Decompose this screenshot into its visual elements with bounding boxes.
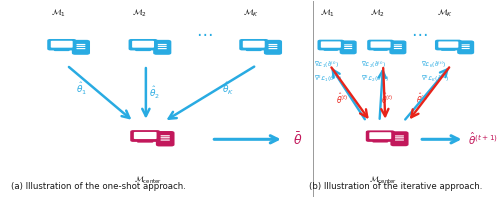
FancyBboxPatch shape [395, 135, 404, 136]
FancyBboxPatch shape [137, 141, 154, 143]
FancyBboxPatch shape [160, 137, 170, 138]
Text: $\nabla\mathcal{L}_1(\hat{\theta}^{(t)})$
$\nabla^2\mathcal{L}_1(\hat{\theta}^{(: $\nabla\mathcal{L}_1(\hat{\theta}^{(t)})… [314, 59, 343, 84]
Text: $\cdots$: $\cdots$ [411, 24, 428, 42]
FancyBboxPatch shape [340, 41, 355, 53]
FancyBboxPatch shape [243, 41, 264, 48]
FancyBboxPatch shape [321, 41, 341, 48]
FancyBboxPatch shape [51, 41, 72, 48]
FancyBboxPatch shape [458, 41, 473, 53]
Bar [379, 140, 382, 142]
Text: $\hat{\theta}^{(t+1)}$: $\hat{\theta}^{(t+1)}$ [468, 131, 498, 148]
FancyBboxPatch shape [157, 132, 174, 146]
FancyBboxPatch shape [158, 44, 166, 45]
FancyBboxPatch shape [394, 44, 402, 45]
Text: $\bar{\theta}$: $\bar{\theta}$ [292, 131, 302, 148]
Text: $\mathcal{M}_2$: $\mathcal{M}_2$ [132, 8, 148, 19]
Text: $\hat{\theta}^{(t)}$: $\hat{\theta}^{(t)}$ [382, 92, 394, 106]
FancyBboxPatch shape [370, 41, 390, 48]
FancyBboxPatch shape [48, 40, 75, 50]
FancyBboxPatch shape [441, 49, 456, 51]
Text: $\mathcal{M}_K$: $\mathcal{M}_K$ [242, 8, 258, 19]
FancyBboxPatch shape [395, 137, 404, 138]
FancyBboxPatch shape [76, 48, 86, 49]
Text: $\hat{\theta}_2$: $\hat{\theta}_2$ [149, 85, 160, 101]
Bar [380, 49, 382, 50]
FancyBboxPatch shape [76, 44, 86, 45]
FancyBboxPatch shape [374, 49, 388, 51]
FancyBboxPatch shape [268, 48, 278, 49]
Text: $\mathcal{M}_1$: $\mathcal{M}_1$ [320, 8, 335, 19]
Bar [252, 49, 255, 50]
Bar [447, 49, 450, 50]
Bar [142, 49, 144, 50]
FancyBboxPatch shape [134, 132, 156, 139]
FancyBboxPatch shape [131, 131, 159, 141]
FancyBboxPatch shape [438, 41, 458, 48]
Text: (b) Illustration of the iterative approach.: (b) Illustration of the iterative approa… [309, 182, 482, 191]
FancyBboxPatch shape [158, 46, 166, 47]
FancyBboxPatch shape [132, 41, 154, 48]
Text: (a) Illustration of the one-shot approach.: (a) Illustration of the one-shot approac… [11, 182, 186, 191]
FancyBboxPatch shape [54, 49, 70, 51]
FancyBboxPatch shape [395, 139, 404, 141]
FancyBboxPatch shape [390, 41, 406, 53]
FancyBboxPatch shape [344, 46, 352, 47]
Text: $\hat{\theta}_K$: $\hat{\theta}_K$ [222, 81, 234, 97]
FancyBboxPatch shape [392, 132, 407, 145]
FancyBboxPatch shape [158, 48, 166, 49]
FancyBboxPatch shape [368, 41, 393, 49]
FancyBboxPatch shape [246, 49, 262, 51]
Text: $\mathcal{M}_1$: $\mathcal{M}_1$ [51, 8, 66, 19]
Text: $\hat{\theta}^{(t)}$: $\hat{\theta}^{(t)}$ [336, 92, 348, 106]
FancyBboxPatch shape [372, 141, 388, 143]
Text: $\cdots$: $\cdots$ [196, 24, 213, 42]
FancyBboxPatch shape [76, 46, 86, 47]
Bar [60, 49, 63, 50]
FancyBboxPatch shape [370, 132, 391, 139]
FancyBboxPatch shape [462, 44, 469, 45]
Text: $\mathcal{M}_2$: $\mathcal{M}_2$ [370, 8, 384, 19]
FancyBboxPatch shape [73, 41, 89, 54]
FancyBboxPatch shape [135, 49, 151, 51]
FancyBboxPatch shape [265, 41, 281, 54]
FancyBboxPatch shape [462, 48, 469, 49]
Text: $\mathcal{M}_{\rm center}$: $\mathcal{M}_{\rm center}$ [134, 175, 162, 186]
FancyBboxPatch shape [344, 44, 352, 45]
FancyBboxPatch shape [344, 48, 352, 49]
FancyBboxPatch shape [268, 46, 278, 47]
FancyBboxPatch shape [394, 46, 402, 47]
FancyBboxPatch shape [160, 139, 170, 141]
FancyBboxPatch shape [462, 46, 469, 47]
FancyBboxPatch shape [318, 41, 343, 49]
FancyBboxPatch shape [394, 48, 402, 49]
FancyBboxPatch shape [160, 135, 170, 136]
FancyBboxPatch shape [436, 41, 460, 49]
Text: $\mathcal{M}_{\rm center}$: $\mathcal{M}_{\rm center}$ [369, 175, 397, 186]
Bar [330, 49, 332, 50]
Text: $\nabla\mathcal{L}_K(\hat{\theta}^{(t)})$
$\nabla^2\mathcal{L}_K(\hat{\theta}^{(: $\nabla\mathcal{L}_K(\hat{\theta}^{(t)})… [422, 59, 450, 84]
Text: $\mathcal{M}_K$: $\mathcal{M}_K$ [437, 8, 453, 19]
FancyBboxPatch shape [130, 40, 156, 50]
FancyBboxPatch shape [268, 44, 278, 45]
Text: $\hat{\theta}^{(t)}$: $\hat{\theta}^{(t)}$ [416, 92, 428, 106]
FancyBboxPatch shape [240, 40, 268, 50]
Bar [144, 140, 146, 142]
FancyBboxPatch shape [367, 131, 394, 141]
Text: $\nabla\mathcal{L}_2(\hat{\theta}^{(t)})$
$\nabla^2\mathcal{L}_2(\hat{\theta}^{(: $\nabla\mathcal{L}_2(\hat{\theta}^{(t)})… [362, 59, 390, 84]
FancyBboxPatch shape [154, 41, 170, 54]
FancyBboxPatch shape [324, 49, 338, 51]
Text: $\hat{\theta}_1$: $\hat{\theta}_1$ [76, 81, 87, 97]
